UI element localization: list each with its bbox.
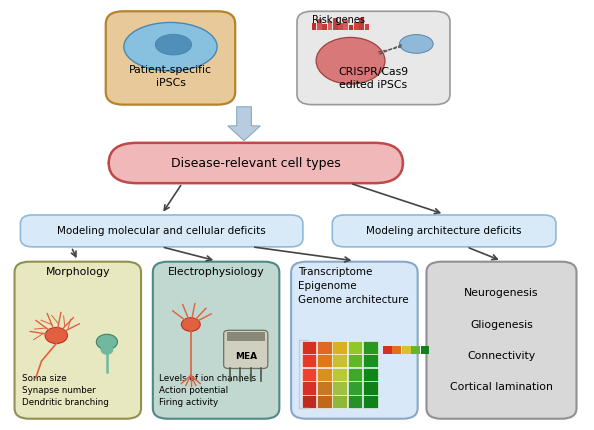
FancyBboxPatch shape	[224, 330, 268, 369]
Text: Synapse number: Synapse number	[21, 386, 96, 395]
Bar	[323, 25, 327, 31]
Text: Firing activity: Firing activity	[159, 398, 218, 407]
Text: Modeling architecture deficits: Modeling architecture deficits	[366, 226, 522, 236]
Bar	[302, 341, 317, 354]
Bar	[332, 395, 347, 408]
Bar	[402, 346, 410, 354]
Ellipse shape	[316, 37, 385, 84]
Bar	[332, 341, 347, 354]
Bar	[365, 24, 369, 31]
Bar	[347, 381, 362, 395]
Text: Risk genes: Risk genes	[312, 15, 365, 25]
Bar	[347, 354, 362, 367]
Text: Modeling molecular and cellular deficits: Modeling molecular and cellular deficits	[57, 226, 266, 236]
Bar	[332, 368, 347, 381]
Ellipse shape	[400, 34, 433, 53]
Text: Neurogenesis: Neurogenesis	[465, 288, 539, 298]
Bar	[302, 395, 317, 408]
Bar	[359, 18, 364, 31]
FancyBboxPatch shape	[109, 143, 403, 183]
Text: Cortical lamination: Cortical lamination	[450, 382, 553, 392]
Ellipse shape	[155, 34, 191, 55]
Bar	[302, 354, 317, 367]
Bar	[312, 23, 317, 31]
Bar	[363, 381, 378, 395]
Ellipse shape	[100, 344, 113, 355]
Bar	[343, 20, 348, 31]
Bar	[347, 368, 362, 381]
Text: Electrophysiology: Electrophysiology	[168, 267, 264, 277]
Text: Morphology: Morphology	[46, 267, 110, 277]
Bar	[363, 354, 378, 367]
FancyBboxPatch shape	[297, 11, 450, 104]
Text: Transcriptome
Epigenome
Genome architecture: Transcriptome Epigenome Genome architect…	[298, 267, 409, 305]
Bar	[363, 368, 378, 381]
Text: Connectivity: Connectivity	[467, 351, 536, 361]
Text: CRISPR/Cas9
edited iPSCs: CRISPR/Cas9 edited iPSCs	[339, 68, 409, 90]
Circle shape	[45, 327, 68, 344]
Bar	[302, 368, 317, 381]
Bar	[317, 354, 331, 367]
Bar	[363, 341, 378, 354]
Text: Disease-relevant cell types: Disease-relevant cell types	[171, 157, 341, 169]
Bar	[317, 368, 331, 381]
Circle shape	[181, 318, 200, 331]
Bar	[328, 21, 332, 31]
Text: Dendritic branching: Dendritic branching	[21, 398, 109, 407]
Bar	[332, 354, 347, 367]
Bar	[333, 18, 337, 31]
Bar	[317, 341, 331, 354]
Text: MEA: MEA	[235, 352, 257, 361]
Bar	[363, 395, 378, 408]
Bar	[383, 346, 391, 354]
Bar	[421, 346, 429, 354]
FancyBboxPatch shape	[20, 215, 303, 247]
Text: Levels of ion channels: Levels of ion channels	[159, 374, 256, 383]
Bar	[349, 25, 353, 31]
FancyBboxPatch shape	[153, 262, 279, 419]
FancyBboxPatch shape	[332, 215, 556, 247]
Bar	[347, 341, 362, 354]
Bar	[392, 346, 401, 354]
Bar	[332, 381, 347, 395]
FancyArrow shape	[228, 107, 260, 141]
Bar	[317, 395, 331, 408]
Bar	[317, 19, 322, 31]
FancyBboxPatch shape	[426, 262, 577, 419]
Bar	[317, 381, 331, 395]
FancyBboxPatch shape	[106, 11, 235, 104]
Bar	[302, 381, 317, 395]
Bar	[338, 23, 343, 31]
Ellipse shape	[124, 22, 217, 71]
Text: Patient-specific
iPSCs: Patient-specific iPSCs	[129, 65, 212, 88]
Bar	[227, 332, 265, 341]
Circle shape	[96, 334, 118, 350]
Bar	[354, 22, 359, 31]
FancyBboxPatch shape	[14, 262, 141, 419]
Bar	[347, 395, 362, 408]
Text: Soma size: Soma size	[21, 374, 67, 383]
Bar	[411, 346, 420, 354]
FancyBboxPatch shape	[291, 262, 418, 419]
Text: Gliogenesis: Gliogenesis	[470, 319, 533, 329]
Text: Action potential: Action potential	[159, 386, 228, 395]
